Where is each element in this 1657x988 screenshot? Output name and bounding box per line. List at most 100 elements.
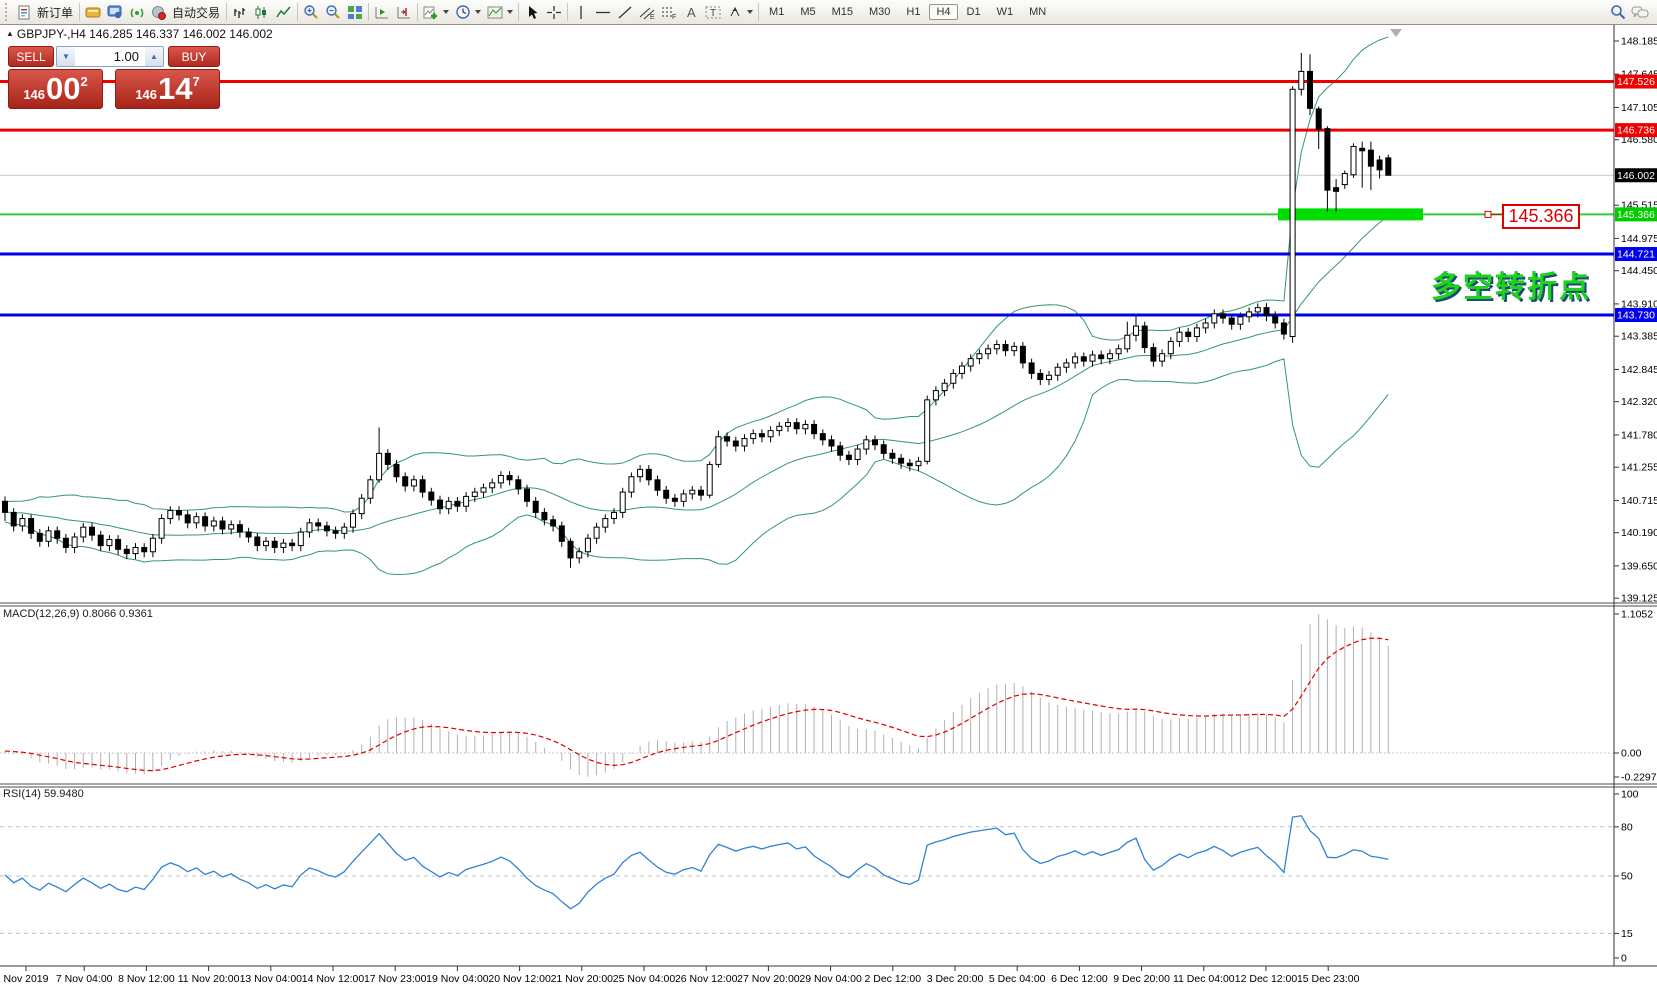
- time-tick-label: Nov 2019: [4, 973, 49, 985]
- tf-button-MN[interactable]: MN: [1029, 6, 1047, 18]
- text-label-icon[interactable]: T: [702, 2, 724, 22]
- price-tick-label: 140.715: [1621, 495, 1657, 507]
- volume-increase-button[interactable]: ▲: [145, 47, 163, 66]
- tf-button-M1[interactable]: M1: [769, 6, 785, 18]
- volume-input[interactable]: 1.00: [113, 49, 139, 64]
- macd-axis-label: -0.2297: [1621, 772, 1657, 784]
- zoom-in-icon[interactable]: [300, 2, 322, 22]
- chart-shift-icon[interactable]: [393, 2, 415, 22]
- candles: [2, 52, 1392, 568]
- toolbar-grip[interactable]: [5, 3, 11, 21]
- time-tick-label: 7 Nov 04:00: [56, 973, 113, 985]
- svg-text:144.721: 144.721: [1617, 249, 1655, 261]
- price-callout-label[interactable]: 145.366: [1502, 204, 1580, 229]
- auto-trading-button[interactable]: 自动交易: [172, 5, 221, 20]
- svg-text:146.736: 146.736: [1617, 125, 1655, 137]
- add-indicator-dropdown[interactable]: [443, 10, 450, 14]
- auto-trading-icon[interactable]: [148, 2, 170, 22]
- time-tick-label: 5 Dec 04:00: [989, 973, 1046, 985]
- auto-scroll-icon[interactable]: [371, 2, 393, 22]
- bollinger-up-band: [4, 36, 1389, 513]
- templates-icon[interactable]: [484, 2, 506, 22]
- time-tick-label: 27 Nov 20:00: [737, 973, 800, 985]
- rsi-axis-label: 100: [1621, 789, 1639, 801]
- crosshair-icon[interactable]: [543, 2, 565, 22]
- symbol-collapse-icon[interactable]: ▲: [6, 29, 14, 38]
- price-tick-label: 140.190: [1621, 527, 1657, 539]
- volume-decrease-button[interactable]: ▼: [57, 47, 75, 66]
- buy-button[interactable]: BUY: [168, 46, 220, 67]
- tf-button-W1[interactable]: W1: [996, 6, 1014, 18]
- bollinger-mid-band: [4, 215, 1389, 536]
- buy-price-big: 14: [158, 71, 193, 106]
- templates-dropdown[interactable]: [507, 10, 514, 14]
- time-tick-label: 15 Dec 23:00: [1297, 973, 1360, 985]
- panel-frames: [0, 24, 1657, 967]
- equidistant-channel-icon[interactable]: E: [636, 2, 658, 22]
- tf-button-H1[interactable]: H1: [906, 6, 921, 18]
- time-tick-label: 25 Nov 04:00: [613, 973, 676, 985]
- tf-button-M5[interactable]: M5: [800, 6, 816, 18]
- support-zone-bar[interactable]: [1278, 208, 1423, 221]
- macd-axis-label: 1.1052: [1621, 609, 1653, 621]
- volume-box: ▼ 1.00 ▲: [56, 46, 164, 67]
- tile-windows-icon[interactable]: [344, 2, 366, 22]
- scroll-end-marker[interactable]: [1390, 29, 1402, 37]
- chat-icon[interactable]: [1629, 2, 1651, 22]
- rsi-panel: [0, 815, 1614, 934]
- time-tick-label: 12 Dec 12:00: [1235, 973, 1298, 985]
- chart-title: ▲ GBPJPY-,H4 146.285 146.337 146.002 146.…: [6, 27, 273, 41]
- signal-icon[interactable]: [126, 2, 148, 22]
- candlestick-chart-icon[interactable]: [251, 2, 273, 22]
- periods-dropdown[interactable]: [475, 10, 482, 14]
- svg-text:A: A: [687, 5, 696, 20]
- arrows-icon[interactable]: [724, 2, 746, 22]
- time-tick-label: 9 Dec 20:00: [1113, 973, 1170, 985]
- add-indicator-icon[interactable]: [420, 2, 442, 22]
- price-tag: [1615, 74, 1657, 89]
- sell-price-tile[interactable]: 146 00 2: [8, 69, 104, 109]
- new-order-button[interactable]: 新订单: [37, 5, 74, 20]
- rsi-indicator-label: RSI(14) 59.9480: [3, 788, 84, 800]
- macd-axis-label: 0.00: [1621, 748, 1642, 760]
- trend-line-icon[interactable]: [614, 2, 636, 22]
- buy-price-tile[interactable]: 146 14 7: [115, 69, 220, 109]
- macd-indicator-label: MACD(12,26,9) 0.8066 0.9361: [3, 608, 153, 620]
- time-tick-label: 29 Nov 04:00: [799, 973, 862, 985]
- main-toolbar: 新订单 自动交易: [0, 0, 1657, 25]
- tf-button-M15[interactable]: M15: [831, 6, 853, 18]
- guide-book-icon[interactable]: [82, 2, 104, 22]
- price-tick-label: 142.845: [1621, 364, 1657, 376]
- horizontal-line-icon[interactable]: [592, 2, 614, 22]
- price-tick-label: 144.450: [1621, 265, 1657, 277]
- sell-price-big: 00: [46, 71, 81, 106]
- text-icon[interactable]: A: [680, 2, 702, 22]
- buy-price-prefix: 146: [135, 87, 158, 102]
- tf-button-M30[interactable]: M30: [869, 6, 891, 18]
- zoom-out-icon[interactable]: [322, 2, 344, 22]
- time-tick-label: 13 Nov 04:00: [240, 973, 303, 985]
- vertical-line-icon[interactable]: [570, 2, 592, 22]
- terminal-icon[interactable]: [104, 2, 126, 22]
- bar-chart-icon[interactable]: [229, 2, 251, 22]
- price-tick-label: 146.580: [1621, 134, 1657, 146]
- fibonacci-icon[interactable]: F: [658, 2, 680, 22]
- tf-button-D1[interactable]: D1: [966, 6, 981, 18]
- price-tag: [1615, 247, 1657, 262]
- periods-icon[interactable]: [452, 2, 474, 22]
- time-tick-label: 6 Dec 12:00: [1051, 973, 1108, 985]
- cursor-icon[interactable]: [521, 2, 543, 22]
- sell-button[interactable]: SELL: [8, 46, 54, 67]
- arrows-dropdown[interactable]: [747, 10, 754, 14]
- rsi-line: [4, 815, 1389, 910]
- new-order-icon[interactable]: [13, 2, 35, 22]
- tf-button-H4[interactable]: H4: [929, 4, 958, 20]
- svg-text:E: E: [650, 14, 655, 20]
- line-chart-icon[interactable]: [273, 2, 295, 22]
- price-tick-label: 147.105: [1621, 102, 1657, 114]
- search-icon[interactable]: [1607, 2, 1629, 22]
- time-tick-label: 11 Nov 20:00: [178, 973, 240, 985]
- price-tick-label: 139.125: [1621, 593, 1657, 605]
